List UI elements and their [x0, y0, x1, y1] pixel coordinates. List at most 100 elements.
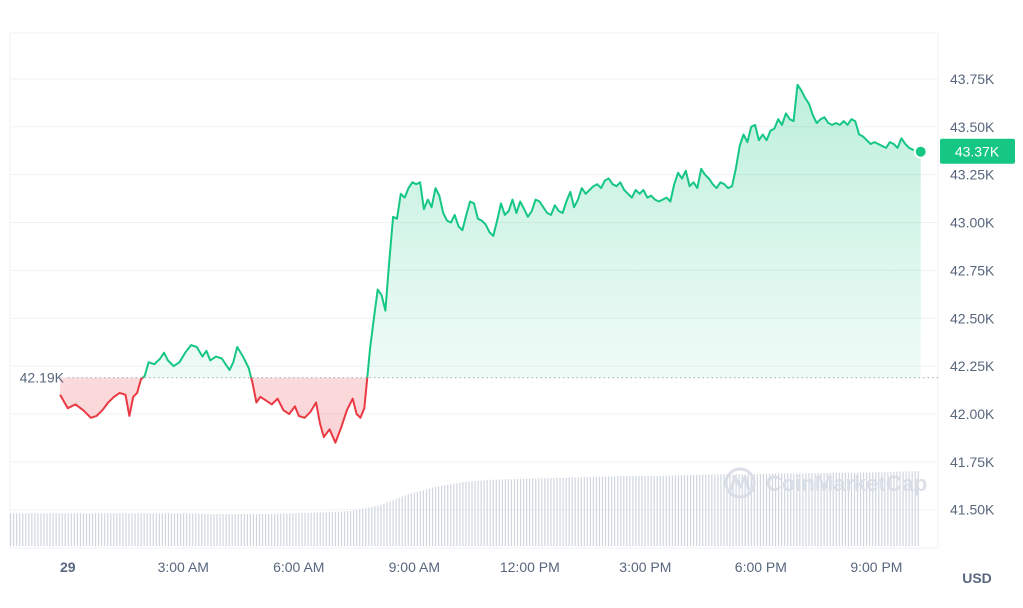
volume-bar [790, 473, 792, 546]
volume-bar [808, 473, 810, 546]
volume-bar [747, 474, 749, 546]
volume-bar [474, 481, 476, 546]
volume-bar [289, 513, 291, 546]
volume-bar [398, 497, 400, 546]
volume-bar [486, 480, 488, 546]
volume-bar [70, 513, 72, 546]
volume-bar [98, 513, 100, 546]
volume-bar [173, 513, 176, 546]
volume-bar [198, 513, 200, 546]
volume-bar [881, 472, 883, 546]
volume-bar [611, 476, 613, 546]
volume-bar [787, 473, 789, 546]
volume-bar [526, 478, 528, 546]
volume-bar [638, 475, 640, 546]
coinmarketcap-logo-icon [724, 467, 756, 499]
y-tick-label: 42.50K [950, 310, 995, 326]
volume-bar [914, 471, 916, 546]
volume-bar [58, 513, 60, 546]
volume-bar [784, 473, 786, 546]
volume-bar [107, 513, 109, 546]
volume-bar [641, 475, 643, 546]
volume-bar [334, 511, 337, 546]
volume-bar [55, 513, 57, 546]
volume-bar [702, 474, 704, 546]
volume-bar [911, 471, 913, 546]
volume-bar [149, 513, 151, 546]
volume-bar [705, 474, 707, 546]
volume-bar [67, 513, 69, 546]
volume-bar [438, 486, 440, 546]
volume-bar [550, 478, 552, 546]
volume-bar [504, 479, 506, 546]
volume-bar [732, 474, 734, 546]
volume-bar [492, 479, 494, 546]
volume-bar [274, 513, 276, 546]
volume-bar [668, 475, 670, 546]
volume-bar [31, 513, 33, 546]
volume-bar [119, 513, 121, 546]
volume-bar [477, 480, 479, 546]
volume-bar [826, 472, 828, 546]
volume-bar [325, 512, 327, 546]
volume-bar [574, 477, 576, 546]
volume-bar [43, 513, 45, 546]
volume-bar [37, 513, 39, 546]
x-tick-label: 29 [60, 559, 76, 575]
volume-bar [781, 473, 783, 546]
volume-bar [547, 478, 549, 546]
volume-bar [738, 474, 740, 546]
volume-bars [10, 471, 919, 546]
volume-bar [856, 472, 859, 546]
volume-bar [189, 513, 191, 546]
volume-bar [170, 513, 173, 546]
price-area [60, 84, 921, 443]
y-tick-label: 41.50K [950, 502, 995, 518]
y-tick-label: 43.50K [950, 119, 995, 135]
volume-bar [204, 513, 206, 546]
volume-bar [662, 475, 664, 546]
volume-bar [319, 512, 321, 546]
last-price-dot[interactable] [913, 144, 928, 159]
volume-bar [753, 474, 755, 546]
x-tick-label: 6:00 PM [735, 559, 787, 575]
volume-bar [410, 493, 412, 546]
volume-bar [689, 475, 692, 546]
volume-bar [137, 513, 139, 546]
volume-bar [538, 478, 540, 546]
volume-bar [249, 514, 252, 546]
volume-bar [183, 513, 185, 546]
volume-bar [392, 500, 394, 546]
volume-bar [875, 472, 877, 546]
volume-bar [155, 513, 157, 546]
volume-bar [644, 475, 646, 546]
volume-bar [255, 514, 258, 546]
volume-bar [195, 513, 197, 546]
volume-bar [304, 512, 306, 546]
volume-bar [416, 491, 418, 546]
volume-bar [869, 472, 871, 546]
volume-bar [271, 513, 273, 546]
volume-bar [595, 476, 598, 546]
volume-bar [523, 478, 525, 546]
volume-bar [61, 513, 63, 546]
volume-bar [708, 474, 710, 546]
volume-bar [686, 475, 689, 546]
volume-bar [301, 513, 303, 546]
volume-bar [152, 513, 154, 546]
volume-bar [76, 513, 78, 546]
volume-bar [714, 474, 716, 546]
volume-bar [729, 474, 731, 546]
volume-bar [264, 514, 267, 546]
volume-bar [316, 512, 318, 546]
volume-bar [859, 472, 862, 546]
volume-bar [847, 472, 850, 546]
volume-bar [225, 514, 227, 546]
volume-bar [453, 483, 455, 546]
volume-bar [650, 475, 652, 546]
y-tick-label: 42.00K [950, 406, 995, 422]
volume-bar [841, 472, 843, 546]
volume-bar [483, 480, 485, 546]
